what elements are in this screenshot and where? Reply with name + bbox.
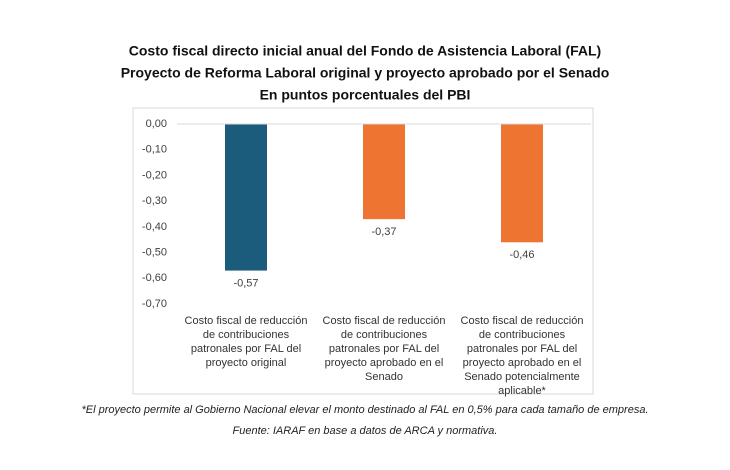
bar	[501, 124, 543, 243]
bar	[225, 124, 267, 271]
y-tick-label: -0,30	[142, 195, 167, 207]
source: Fuente: IARAF en base a datos de ARCA y …	[233, 425, 498, 437]
chart-subtitle: Proyecto de Reforma Laboral original y p…	[121, 65, 610, 81]
x-tick-label: Costo fiscal de reducción de contribucio…	[184, 315, 308, 369]
y-tick-label: -0,10	[142, 144, 167, 156]
y-tick-label: 0,00	[146, 118, 167, 130]
value-label: -0,37	[371, 226, 396, 238]
y-tick-label: -0,40	[142, 221, 167, 233]
y-tick-label: -0,70	[142, 298, 167, 310]
y-tick-label: -0,50	[142, 246, 167, 258]
chart-border	[132, 107, 594, 395]
x-tick-label: Costo fiscal de reducción de contribucio…	[460, 315, 584, 397]
y-tick-label: -0,20	[142, 169, 167, 181]
footnote: *El proyecto permite al Gobierno Naciona…	[81, 404, 648, 416]
value-label: -0,57	[233, 277, 258, 289]
y-tick-label: -0,60	[142, 272, 167, 284]
value-label: -0,46	[509, 249, 534, 261]
chart-units: En puntos porcentuales del PBI	[260, 87, 471, 103]
x-tick-label: Costo fiscal de reducción de contribucio…	[322, 315, 446, 383]
chart-title: Costo fiscal directo inicial anual del F…	[129, 43, 601, 59]
bar	[363, 124, 405, 220]
